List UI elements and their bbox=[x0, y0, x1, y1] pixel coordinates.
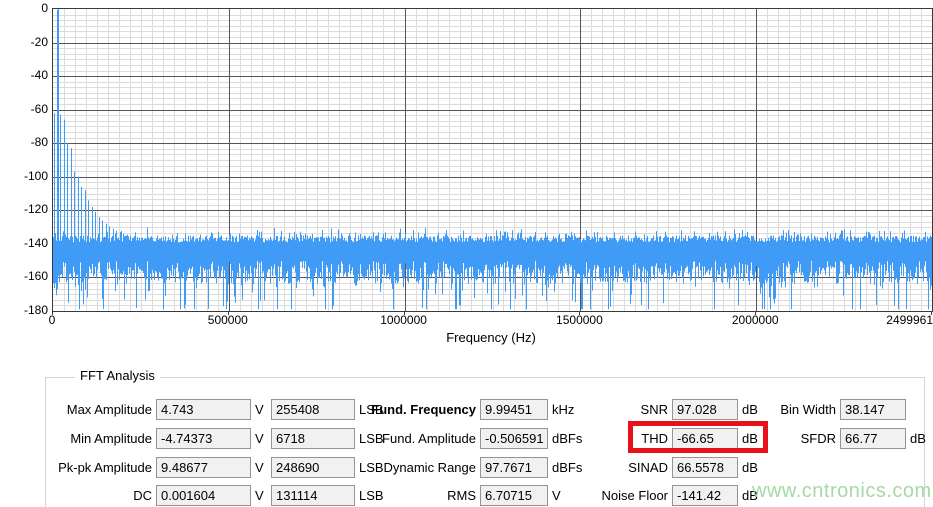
bin-width-box[interactable]: 38.147 bbox=[840, 399, 906, 420]
x-tick-label: 2000000 bbox=[732, 313, 779, 327]
y-tick-label: 0 bbox=[2, 1, 48, 15]
volts-unit-label: V bbox=[255, 488, 265, 503]
y-tick-label: -120 bbox=[2, 202, 48, 216]
snr-label: SNR bbox=[564, 402, 668, 417]
bin-width-row: Bin Width 38.147 bbox=[770, 399, 923, 420]
sinad-row: SINAD 66.5578 dB bbox=[564, 457, 761, 478]
sinad-box[interactable]: 66.5578 bbox=[672, 457, 738, 478]
rms-row: RMS 6.70715 V bbox=[345, 485, 565, 506]
volts-unit-label: V bbox=[255, 460, 265, 475]
noise-floor-row: Noise Floor -141.42 dB bbox=[564, 485, 761, 506]
min-amplitude-row: Min Amplitude -4.74373 V 6718 LSB bbox=[45, 428, 387, 449]
min-amplitude-volts-box[interactable]: -4.74373 bbox=[156, 428, 251, 449]
sfdr-label: SFDR bbox=[770, 431, 836, 446]
sfdr-row: SFDR 66.77 dB bbox=[770, 428, 929, 449]
max-amplitude-row: Max Amplitude 4.743 V 255408 LSB bbox=[45, 399, 387, 420]
pkpk-amplitude-label: Pk-pk Amplitude bbox=[45, 460, 152, 475]
watermark-text: www.cntronics.com bbox=[752, 480, 932, 503]
thd-row: THD -66.65 dB bbox=[564, 428, 761, 449]
y-tick-label: -60 bbox=[2, 102, 48, 116]
volts-unit-label: V bbox=[255, 431, 265, 446]
y-tick-label: -100 bbox=[2, 169, 48, 183]
snr-box[interactable]: 97.028 bbox=[672, 399, 738, 420]
db-unit-label: dB bbox=[742, 431, 758, 446]
x-tick-mark bbox=[228, 311, 229, 315]
x-tick-mark bbox=[579, 311, 580, 315]
dynamic-range-row: Dynamic Range 97.7671 dBFs bbox=[345, 457, 585, 478]
dynamic-range-box[interactable]: 97.7671 bbox=[480, 457, 548, 478]
fund-amplitude-row: Fund. Amplitude -0.506591 dBFs bbox=[345, 428, 585, 449]
pkpk-amplitude-lsb-box[interactable]: 248690 bbox=[271, 457, 355, 478]
dc-lsb-box[interactable]: 131114 bbox=[271, 485, 355, 506]
y-tick-label: -40 bbox=[2, 68, 48, 82]
min-amplitude-label: Min Amplitude bbox=[45, 431, 152, 446]
snr-row: SNR 97.028 dB bbox=[564, 399, 761, 420]
x-tick-label: 1500000 bbox=[556, 313, 603, 327]
pkpk-amplitude-row: Pk-pk Amplitude 9.48677 V 248690 LSB bbox=[45, 457, 387, 478]
fund-frequency-row: Fund. Frequency 9.99451 kHz bbox=[345, 399, 577, 420]
fund-amplitude-label: Fund. Amplitude bbox=[345, 431, 476, 446]
rms-box[interactable]: 6.70715 bbox=[480, 485, 548, 506]
x-tick-mark bbox=[404, 311, 405, 315]
x-axis-label: Frequency (Hz) bbox=[446, 330, 536, 345]
rms-label: RMS bbox=[345, 488, 476, 503]
dc-row: DC 0.001604 V 131114 LSB bbox=[45, 485, 387, 506]
sinad-label: SINAD bbox=[564, 460, 668, 475]
thd-label: THD bbox=[564, 431, 668, 446]
dc-label: DC bbox=[45, 488, 152, 503]
noise-floor-label: Noise Floor bbox=[564, 488, 668, 503]
thd-box[interactable]: -66.65 bbox=[672, 428, 738, 449]
x-tick-label: 2499961 bbox=[886, 313, 933, 327]
volts-unit-label: V bbox=[552, 488, 562, 503]
volts-unit-label: V bbox=[255, 402, 265, 417]
y-tick-label: -160 bbox=[2, 269, 48, 283]
min-amplitude-lsb-box[interactable]: 6718 bbox=[271, 428, 355, 449]
spectrum-trace[interactable] bbox=[53, 9, 932, 311]
bin-width-label: Bin Width bbox=[770, 402, 836, 417]
x-tick-mark bbox=[755, 311, 756, 315]
y-tick-label: -20 bbox=[2, 35, 48, 49]
sfdr-box[interactable]: 66.77 bbox=[840, 428, 906, 449]
noise-floor-box[interactable]: -141.42 bbox=[672, 485, 738, 506]
x-tick-mark bbox=[52, 311, 53, 315]
max-amplitude-lsb-box[interactable]: 255408 bbox=[271, 399, 355, 420]
fft-analyzer-window: Amplitude (dB) 0-20-40-60-80-100-120-140… bbox=[0, 0, 933, 507]
fund-amplitude-box[interactable]: -0.506591 bbox=[480, 428, 548, 449]
max-amplitude-label: Max Amplitude bbox=[45, 402, 152, 417]
pkpk-amplitude-volts-box[interactable]: 9.48677 bbox=[156, 457, 251, 478]
dynamic-range-label: Dynamic Range bbox=[345, 460, 476, 475]
y-tick-label: -140 bbox=[2, 236, 48, 250]
fund-frequency-label: Fund. Frequency bbox=[345, 402, 476, 417]
x-tick-label: 500000 bbox=[208, 313, 248, 327]
max-amplitude-volts-box[interactable]: 4.743 bbox=[156, 399, 251, 420]
dc-volts-box[interactable]: 0.001604 bbox=[156, 485, 251, 506]
db-unit-label: dB bbox=[742, 402, 758, 417]
x-tick-label: 0 bbox=[49, 313, 56, 327]
x-tick-mark bbox=[931, 311, 932, 315]
db-unit-label: dB bbox=[910, 431, 926, 446]
x-tick-label: 1000000 bbox=[380, 313, 427, 327]
plot-area[interactable] bbox=[52, 8, 933, 312]
fft-analysis-title: FFT Analysis bbox=[75, 368, 160, 383]
fund-frequency-box[interactable]: 9.99451 bbox=[480, 399, 548, 420]
db-unit-label: dB bbox=[742, 460, 758, 475]
y-tick-label: -180 bbox=[2, 303, 48, 317]
y-tick-label: -80 bbox=[2, 135, 48, 149]
